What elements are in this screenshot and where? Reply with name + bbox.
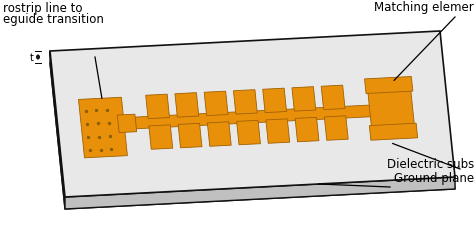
Polygon shape	[365, 77, 413, 94]
Polygon shape	[65, 177, 455, 209]
Polygon shape	[178, 124, 202, 148]
Text: Matching elemer: Matching elemer	[374, 1, 474, 14]
Polygon shape	[321, 86, 345, 110]
Text: rostrip line to: rostrip line to	[3, 2, 82, 15]
Polygon shape	[175, 93, 199, 118]
Text: Ground plane: Ground plane	[394, 171, 474, 184]
Polygon shape	[324, 116, 348, 141]
Polygon shape	[207, 122, 231, 147]
Polygon shape	[292, 87, 316, 112]
Polygon shape	[79, 98, 128, 158]
Polygon shape	[118, 115, 137, 133]
Polygon shape	[367, 87, 415, 133]
Text: t: t	[30, 53, 34, 63]
Polygon shape	[237, 121, 260, 145]
Polygon shape	[266, 119, 290, 144]
Polygon shape	[263, 89, 287, 113]
Polygon shape	[204, 92, 228, 116]
Polygon shape	[50, 52, 65, 209]
Polygon shape	[50, 32, 455, 197]
Polygon shape	[369, 124, 418, 141]
Text: eguide transition: eguide transition	[3, 13, 104, 26]
Polygon shape	[234, 90, 257, 115]
Polygon shape	[295, 118, 319, 142]
Text: Dielectric subs: Dielectric subs	[387, 157, 474, 170]
Polygon shape	[146, 95, 170, 119]
Polygon shape	[50, 44, 455, 209]
Polygon shape	[149, 125, 173, 150]
Polygon shape	[112, 104, 405, 130]
